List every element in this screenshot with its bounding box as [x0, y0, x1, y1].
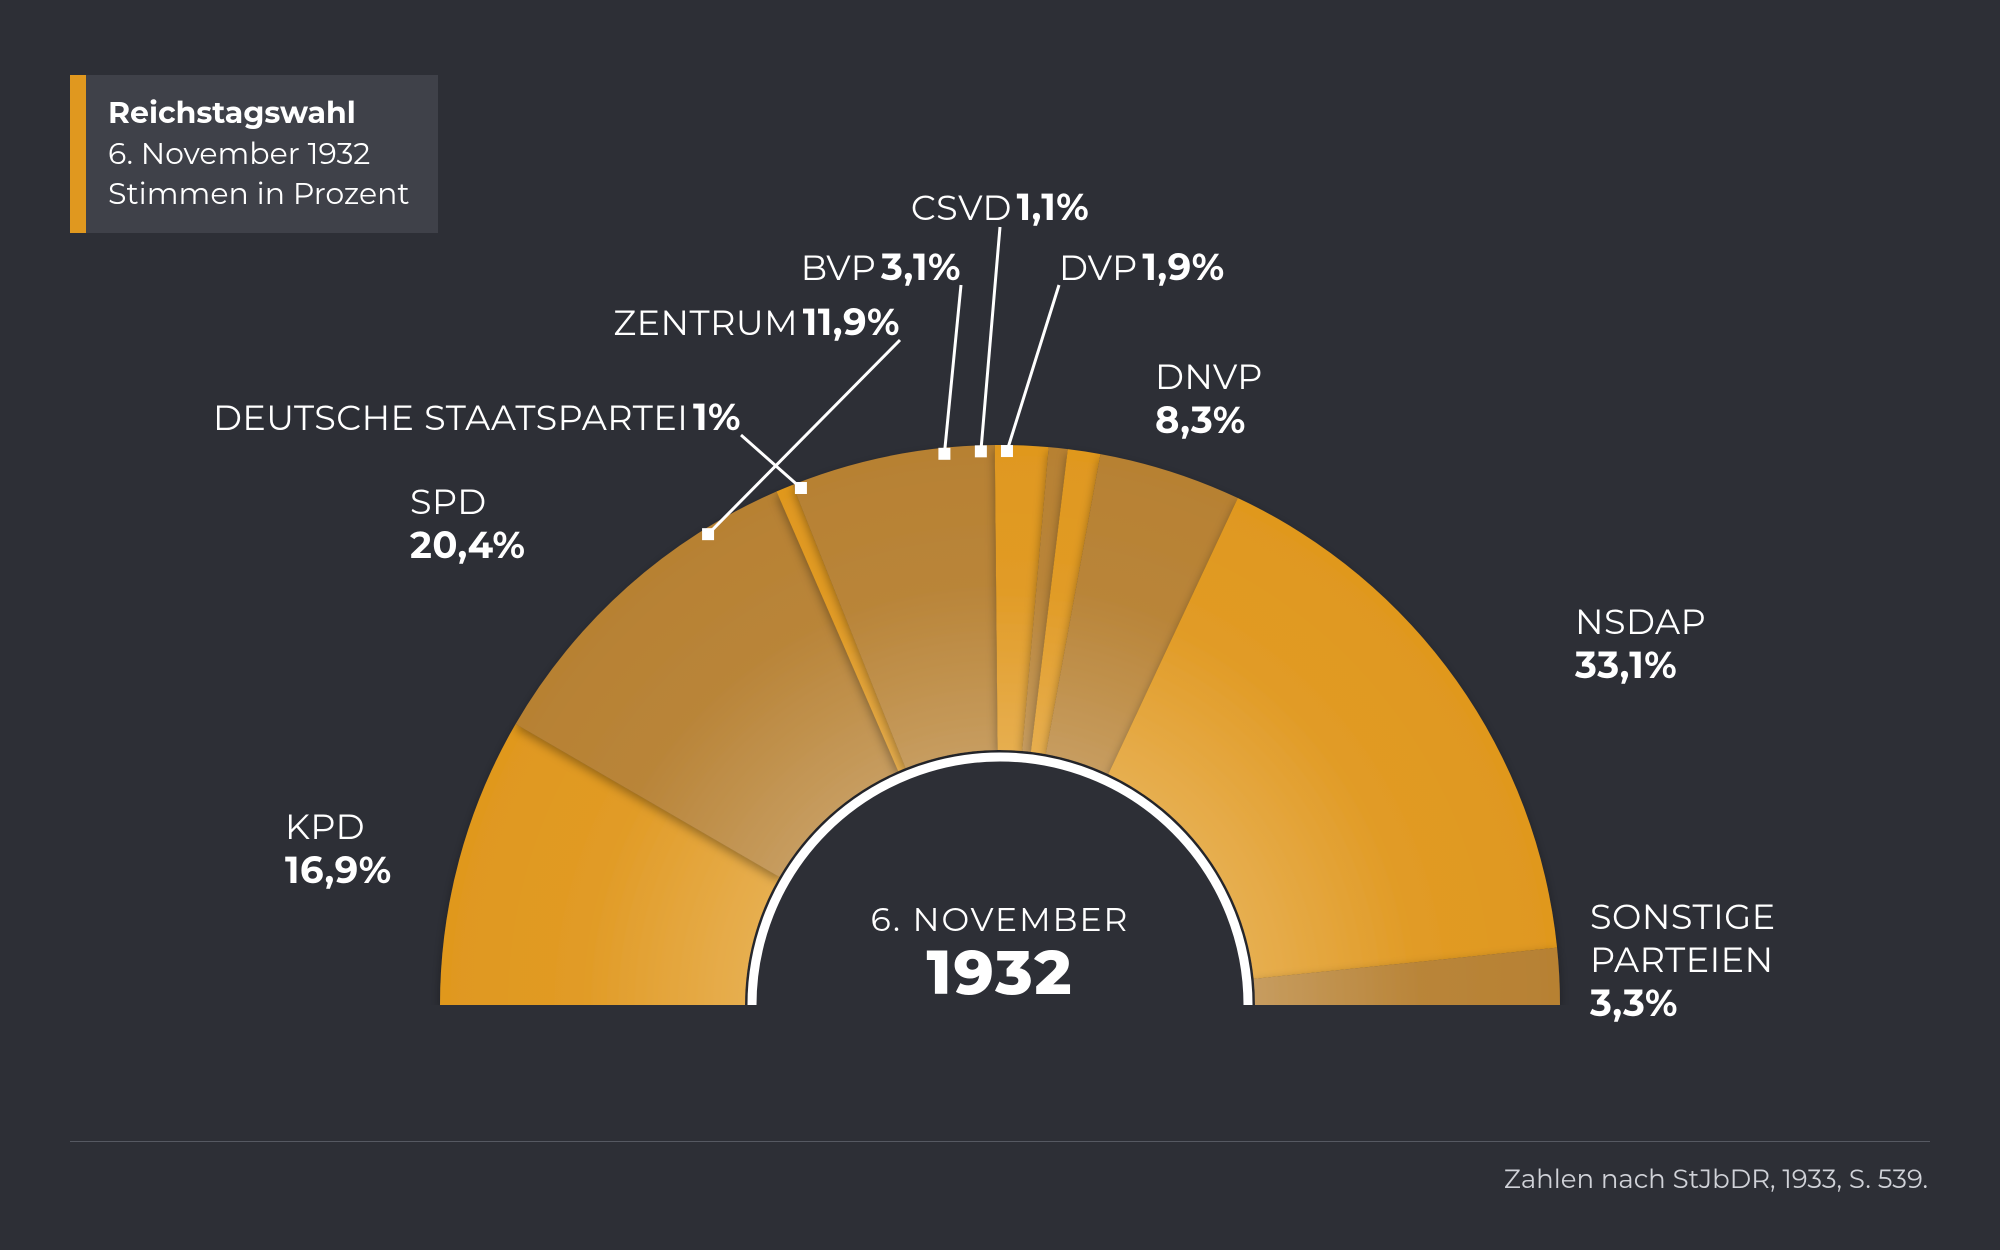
leader-dot-dstp: [795, 482, 807, 494]
label-name-sonstige: PARTEIEN: [1590, 938, 1776, 981]
label-name-dvp: DVP: [1059, 246, 1138, 289]
label-value-csvd: 1,1%: [1017, 185, 1090, 230]
leader-dot-bvp: [938, 448, 950, 460]
label-name-dnvp: DNVP: [1155, 355, 1263, 398]
label-nsdap: NSDAP33,1%: [1575, 600, 1706, 688]
center-label: 6. NOVEMBER 1932: [800, 900, 1200, 1005]
label-value-spd: 20,4%: [410, 523, 525, 568]
label-csvd: CSVD 1,1%: [911, 185, 1089, 230]
leader-dvp: [1007, 285, 1059, 451]
label-value-kpd: 16,9%: [285, 848, 392, 893]
center-year: 1932: [800, 940, 1200, 1005]
label-name-zentrum: ZENTRUM: [613, 301, 798, 344]
label-sonstige: SONSTIGEPARTEIEN3,3%: [1590, 895, 1776, 1026]
label-name-dstp: DEUTSCHE STAATSPARTEI: [213, 396, 688, 439]
label-value-dvp: 1,9%: [1142, 245, 1224, 290]
label-name-nsdap: NSDAP: [1575, 600, 1706, 643]
label-bvp: BVP 3,1%: [801, 245, 961, 290]
label-value-zentrum: 11,9%: [803, 300, 900, 345]
leader-dot-zentrum: [702, 528, 714, 540]
leader-dstp: [741, 435, 801, 488]
label-dnvp: DNVP8,3%: [1155, 355, 1263, 443]
label-name-bvp: BVP: [801, 246, 877, 289]
label-name-spd: SPD: [410, 480, 525, 523]
leader-csvd: [981, 227, 1000, 451]
label-value-sonstige: 3,3%: [1590, 981, 1776, 1026]
label-value-bvp: 3,1%: [881, 245, 961, 290]
label-name-sonstige: SONSTIGE: [1590, 895, 1776, 938]
label-value-nsdap: 33,1%: [1575, 643, 1706, 688]
label-dvp: DVP 1,9%: [1059, 245, 1225, 290]
label-value-dstp: 1%: [693, 395, 741, 440]
label-zentrum: ZENTRUM 11,9%: [613, 300, 900, 345]
label-name-csvd: CSVD: [911, 186, 1012, 229]
label-spd: SPD20,4%: [410, 480, 525, 568]
leader-bvp: [944, 285, 961, 454]
footer-source: Zahlen nach StJbDR, 1933, S. 539.: [1504, 1163, 1928, 1195]
leader-dot-dvp: [1001, 445, 1013, 457]
label-kpd: KPD16,9%: [285, 805, 392, 893]
label-value-dnvp: 8,3%: [1155, 398, 1263, 443]
label-name-kpd: KPD: [285, 805, 392, 848]
footer-divider: [70, 1141, 1930, 1142]
label-dstp: DEUTSCHE STAATSPARTEI 1%: [213, 395, 741, 440]
leader-dot-csvd: [975, 445, 987, 457]
